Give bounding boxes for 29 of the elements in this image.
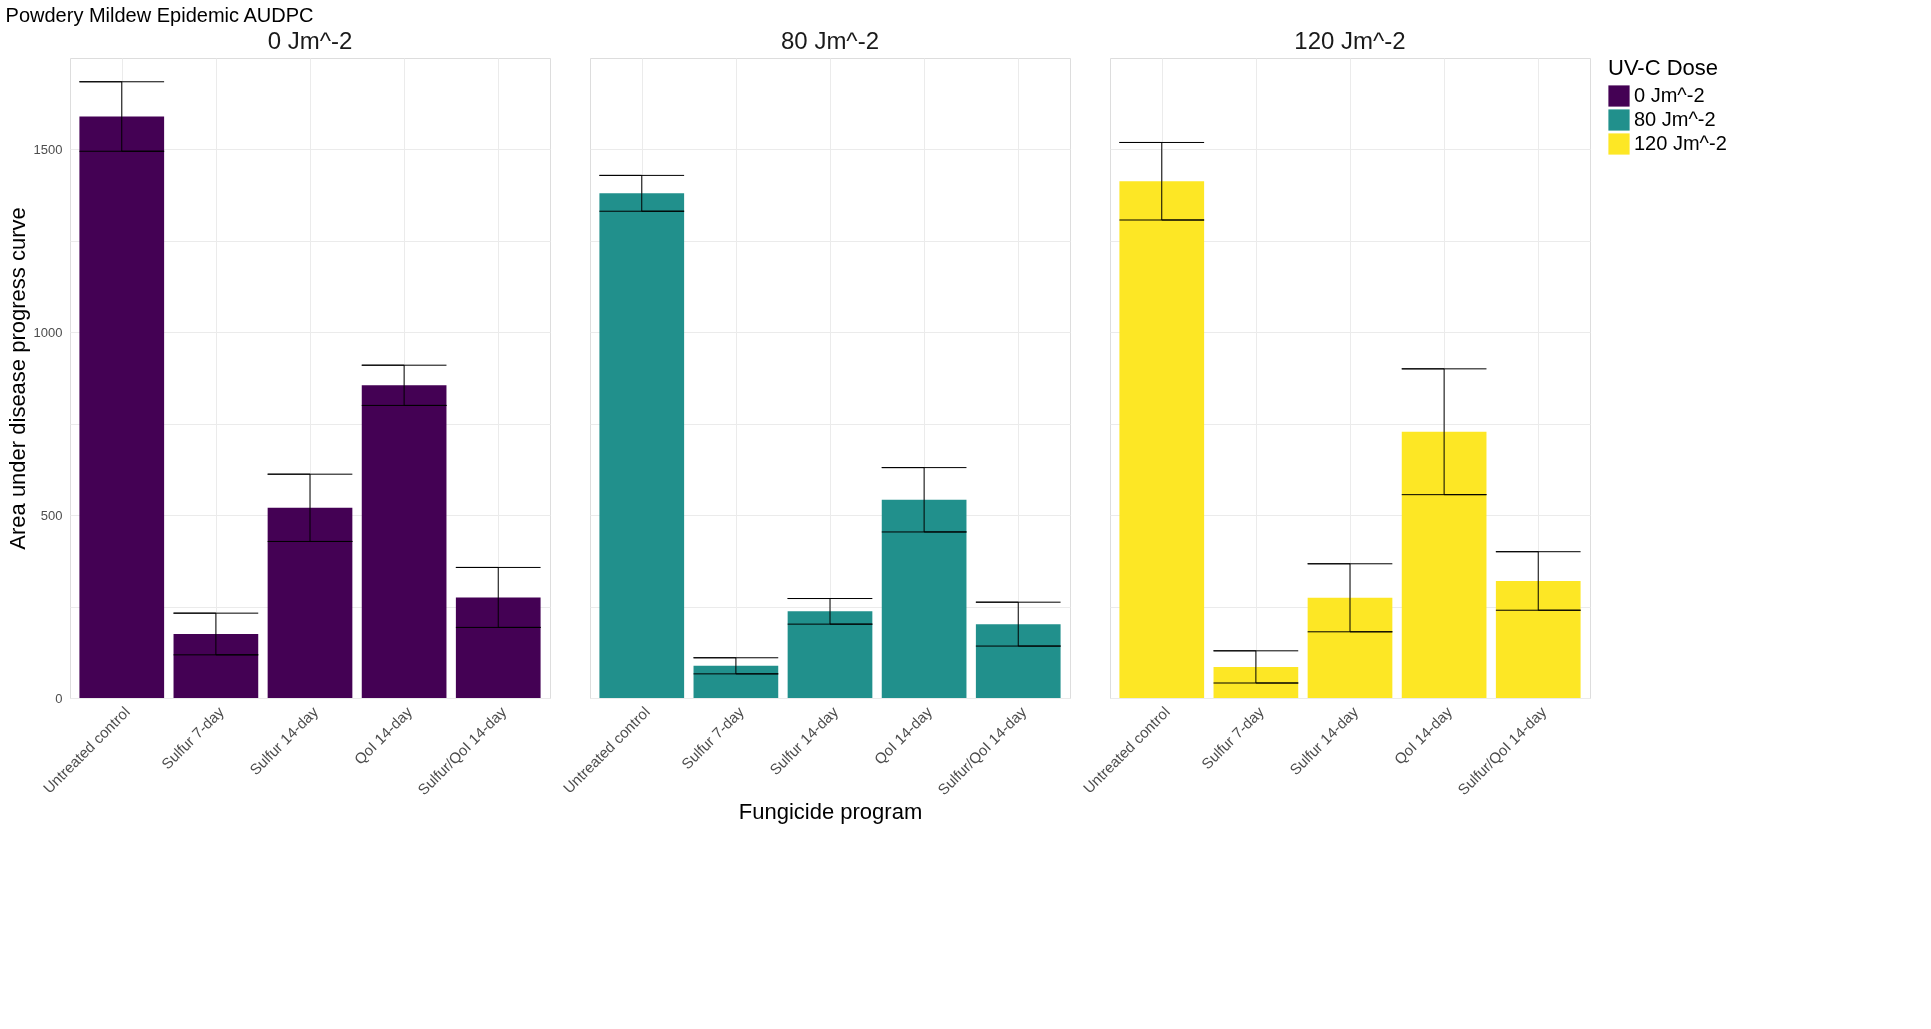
- x-axis-title: Fungicide program: [738, 799, 923, 825]
- chart-subtitle: 80 Jm^-2: [781, 27, 879, 54]
- chart-title: Powdery Mildew Epidemic AUDPC: [5, 3, 314, 26]
- y-tick-label: 0: [55, 690, 63, 706]
- legend-label: 120 Jm^-2: [1634, 132, 1727, 154]
- y-tick-label: 1000: [33, 324, 63, 340]
- legend-title: UV-C Dose: [1608, 55, 1719, 80]
- bar: [787, 611, 873, 698]
- bar: [881, 499, 967, 698]
- bar: [1119, 181, 1205, 698]
- bar: [1495, 580, 1581, 698]
- y-tick-label: 500: [40, 507, 63, 523]
- bar: [599, 193, 685, 698]
- bar: [79, 116, 165, 698]
- bar: [455, 597, 541, 698]
- bar: [267, 507, 353, 698]
- chart-subtitle: 0 Jm^-2: [267, 27, 353, 54]
- y-axis-title: Area under disease progress curve: [4, 207, 30, 550]
- bar: [361, 385, 447, 698]
- bar: [1213, 666, 1299, 698]
- bar: [173, 634, 259, 698]
- legend-label: 0 Jm^-2: [1634, 84, 1705, 106]
- chart-subtitle: 120 Jm^-2: [1294, 27, 1406, 54]
- bar: [1401, 431, 1487, 698]
- y-tick-label: 1500: [33, 141, 63, 157]
- bar: [1307, 597, 1393, 698]
- bar: [693, 665, 779, 698]
- bar: [975, 624, 1061, 698]
- legend-label: 80 Jm^-2: [1634, 108, 1716, 130]
